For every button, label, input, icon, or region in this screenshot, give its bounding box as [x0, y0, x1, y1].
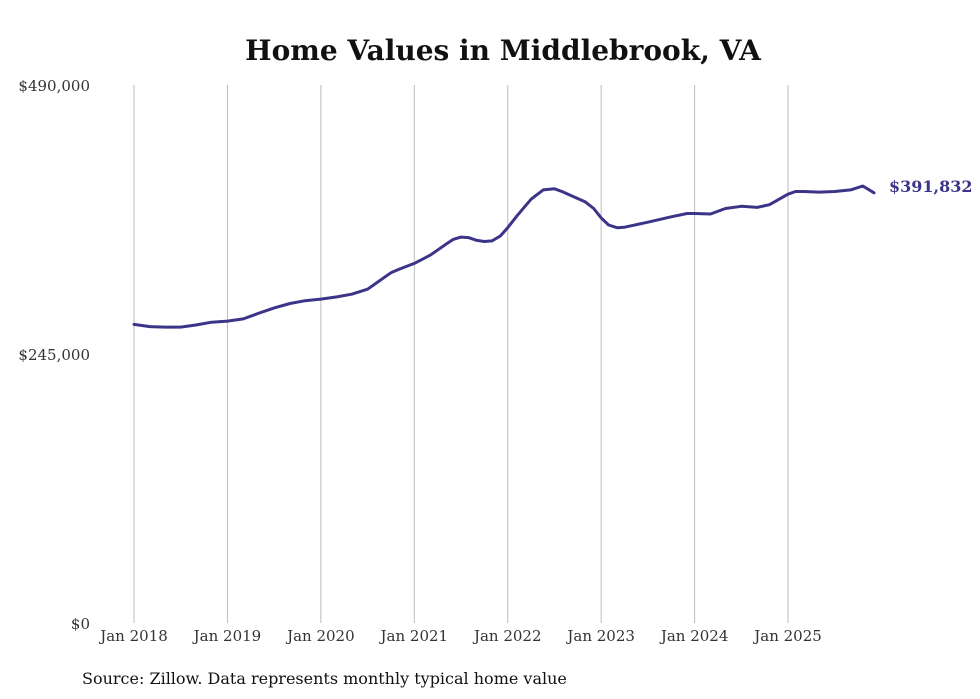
- y-tick-label: $0: [71, 615, 90, 633]
- y-tick-label: $490,000: [18, 77, 90, 95]
- x-tick-label: Jan 2022: [472, 627, 542, 645]
- x-tick-label: Jan 2021: [379, 627, 449, 645]
- y-axis-ticks: $0 $245,000 $490,000: [18, 77, 90, 633]
- x-tick-label: Jan 2023: [565, 627, 635, 645]
- latest-value-label: $391,832: [889, 177, 973, 196]
- x-axis-ticks: Jan 2018 Jan 2019 Jan 2020 Jan 2021 Jan 2022…: [98, 627, 822, 645]
- x-tick-label: Jan 2019: [192, 627, 262, 645]
- chart-title: Home Values in Middlebrook, VA: [245, 34, 762, 67]
- x-tick-label: Jan 2018: [98, 627, 168, 645]
- source-note: Source: Zillow. Data represents monthly …: [82, 669, 567, 688]
- x-tick-label: Jan 2025: [752, 627, 822, 645]
- x-tick-label: Jan 2024: [659, 627, 729, 645]
- home-value-line: [132, 184, 876, 329]
- x-tick-label: Jan 2020: [285, 627, 355, 645]
- y-tick-label: $245,000: [18, 346, 90, 364]
- x-gridlines: [133, 85, 789, 623]
